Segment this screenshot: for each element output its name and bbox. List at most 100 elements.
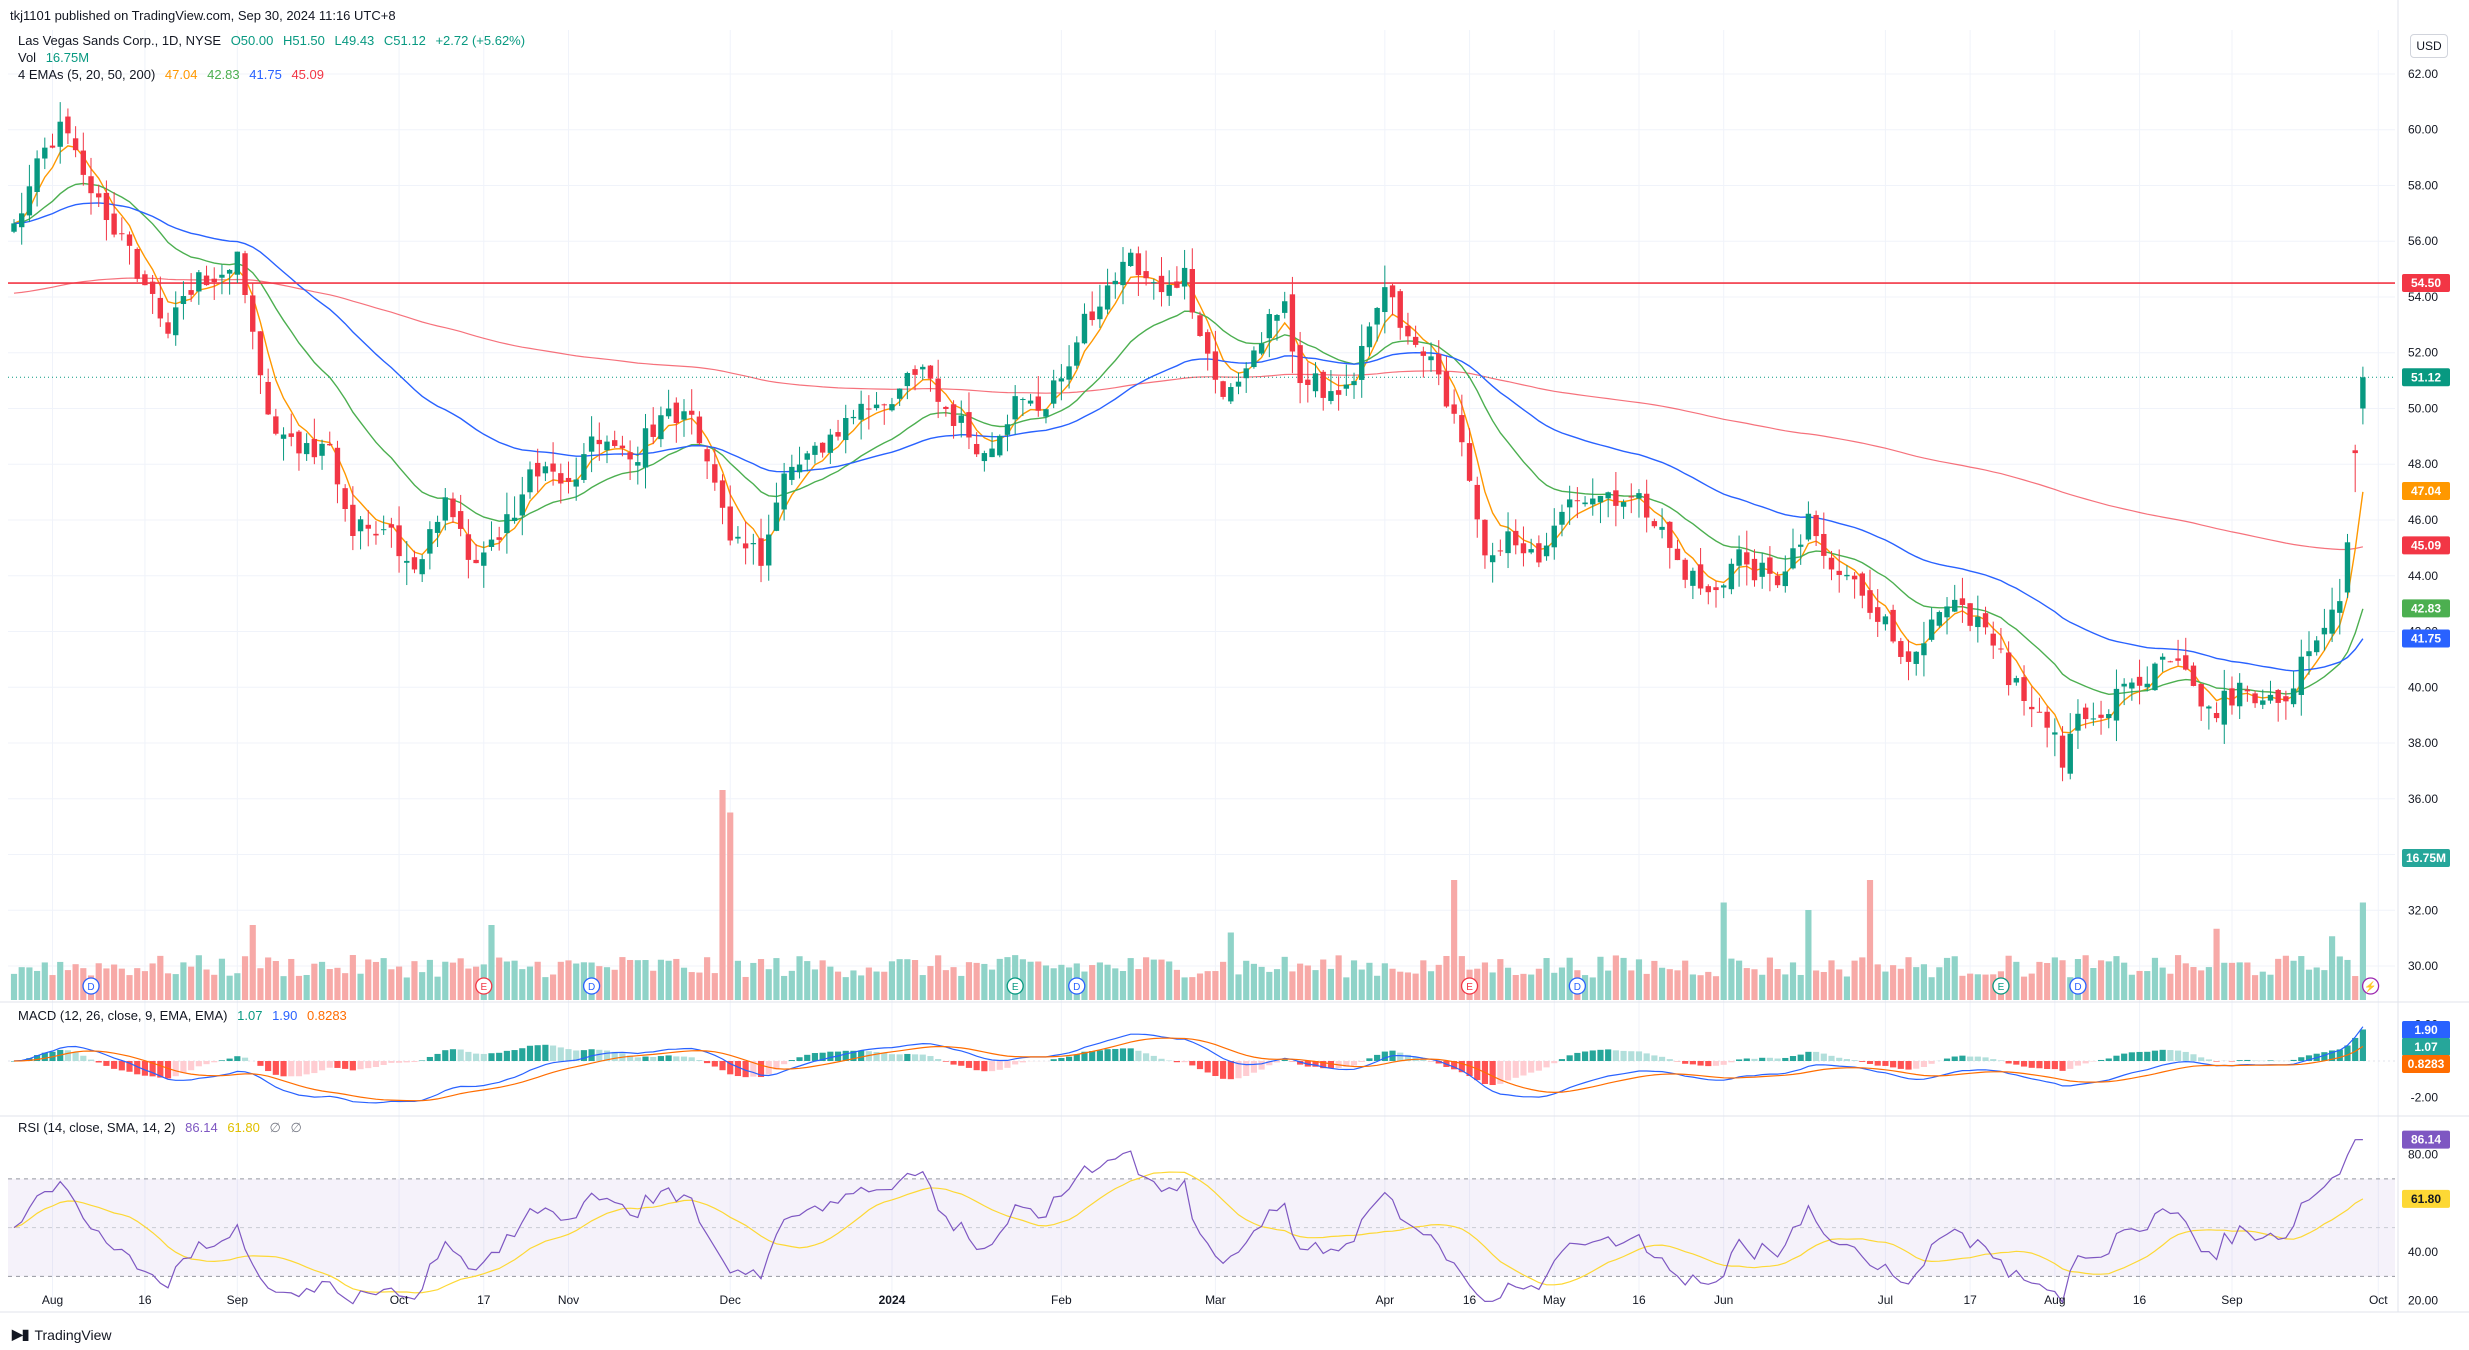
volume-bar [1366, 962, 1373, 1000]
hline-price-tag-bg [2402, 274, 2450, 293]
candle-body [1882, 616, 1889, 625]
macd-hist-bar [2290, 1059, 2297, 1061]
macd-hist-bar [272, 1061, 279, 1075]
candle-body [411, 557, 418, 570]
candle-body [180, 296, 187, 305]
macd-hist-bar [1535, 1061, 1542, 1071]
macd-hist-bar [1112, 1048, 1119, 1061]
candle-body [1597, 496, 1604, 503]
macd-legend[interactable]: MACD (12, 26, close, 9, EMA, EMA) 1.07 1… [18, 1008, 353, 1023]
candle-body [550, 463, 556, 472]
candle-body [1043, 409, 1049, 417]
volume-bar [1173, 969, 1180, 1000]
macd-hist-bar [750, 1061, 757, 1077]
candle-body [1451, 404, 1457, 414]
event-marker-label: D [87, 982, 94, 993]
macd-hist-bar [2144, 1051, 2151, 1061]
ema20-value: 42.83 [207, 67, 240, 82]
macd-hist-bar [996, 1061, 1003, 1070]
volume-bar [457, 958, 464, 1000]
volume-bar [1327, 968, 1335, 1000]
macd-hist-bar [1813, 1051, 1820, 1061]
candle-body [42, 147, 48, 159]
volume-bar [1766, 957, 1773, 1000]
candle-body [88, 176, 94, 194]
macd-hist-bar [665, 1055, 672, 1061]
candle-body [457, 511, 464, 529]
candle-body [1759, 562, 1765, 577]
candle-body [1851, 575, 1858, 580]
candle-body [11, 223, 17, 232]
macd-hist-bar [873, 1051, 880, 1061]
macd-hist-bar [311, 1061, 318, 1074]
candle-body [1898, 641, 1904, 657]
volume-bar [365, 959, 372, 1000]
candle-body [265, 381, 271, 415]
volume-bar [1551, 972, 1558, 1000]
volume-bar [1135, 969, 1142, 1000]
macd-hist-bar [226, 1058, 233, 1061]
ema50-line [13, 202, 2364, 672]
volume-legend[interactable]: Vol 16.75M [18, 50, 95, 65]
macd-hist-bar [157, 1061, 164, 1078]
volume-bar [1312, 970, 1319, 1000]
candle-body [588, 436, 595, 452]
volume-bar [1851, 960, 1858, 1000]
macd-hist-bar [526, 1045, 534, 1061]
candle-body [889, 404, 895, 411]
macd-hist-bar [1119, 1048, 1127, 1061]
candle-body [1628, 496, 1634, 498]
volume-bar [981, 963, 988, 1000]
volume-bar [811, 969, 819, 1000]
macd-hist-bar [811, 1053, 819, 1061]
macd-hist-bar [1990, 1059, 1997, 1061]
volume-bar [118, 968, 125, 1000]
volume-bar [95, 963, 102, 1000]
volume-bar [1789, 962, 1797, 1000]
macd-hist-bar [72, 1052, 79, 1061]
event-marker-label: ⚡ [2364, 980, 2376, 993]
macd-hist-bar [1820, 1053, 1827, 1061]
volume-bar [1104, 964, 1111, 1000]
volume-bar [318, 961, 326, 1000]
candle-body [1998, 648, 2004, 650]
candle-body [511, 517, 518, 521]
rsi-legend[interactable]: RSI (14, close, SMA, 14, 2) 86.14 61.80 … [18, 1120, 308, 1136]
candle-body [1189, 268, 1195, 313]
macd-hist-bar [1250, 1061, 1257, 1073]
macd-hist-bar [1651, 1055, 1658, 1061]
volume-bar [1443, 955, 1450, 1000]
volume-bar [1535, 968, 1542, 1000]
macd-hist-bar [1065, 1056, 1073, 1061]
macd-hist-bar [2059, 1061, 2066, 1071]
candle-body [434, 521, 441, 533]
macd-hist-bar [1058, 1058, 1065, 1061]
macd-hist-bar [850, 1050, 857, 1061]
macd-hist-bar [1212, 1061, 1219, 1077]
macd-hist-bar [1489, 1061, 1496, 1086]
ema5-price-tag: 47.04 [2411, 484, 2441, 498]
candle-body [2260, 700, 2266, 705]
macd-hist-bar [881, 1053, 888, 1061]
macd-hist-bar [888, 1054, 896, 1061]
macd-hist-bar [1073, 1054, 1080, 1061]
candle-body [712, 464, 718, 483]
candle-body [2075, 713, 2081, 731]
volume-bar [1096, 962, 1103, 1000]
macd-hist-bar [434, 1053, 441, 1061]
ema-legend[interactable]: 4 EMAs (5, 20, 50, 200) 47.04 42.83 41.7… [18, 67, 330, 82]
macd-hist-bar [1104, 1049, 1111, 1061]
currency-button[interactable]: USD [2410, 34, 2448, 58]
candle-body [327, 443, 333, 446]
macd-hist-bar [904, 1053, 911, 1061]
last-price-tag-bg [2402, 368, 2450, 387]
macd-hist-bar [1258, 1061, 1265, 1070]
candle-body [1066, 366, 1072, 380]
candle-body [2021, 677, 2027, 702]
candle-body [211, 278, 217, 283]
symbol-name[interactable]: Las Vegas Sands Corp., 1D, NYSE [18, 33, 222, 48]
candle-body [1420, 351, 1427, 356]
macd-hist-bar [2159, 1049, 2166, 1061]
candle-body [1312, 373, 1319, 392]
